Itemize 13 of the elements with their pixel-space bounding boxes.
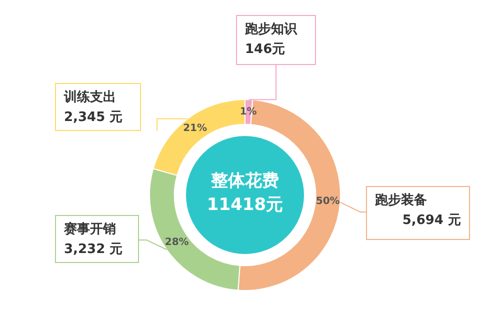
slice-label: 跑步装备 bbox=[375, 192, 428, 210]
data-label: 3,232 元 bbox=[64, 241, 124, 259]
text: 50% bbox=[316, 196, 340, 207]
slice-label: 跑步知识 bbox=[245, 21, 298, 39]
text: 整体花费 bbox=[210, 170, 280, 193]
data-label: 2,345 元 bbox=[64, 109, 124, 127]
text: 21% bbox=[183, 123, 207, 134]
data-label: 5,694 元 bbox=[401, 212, 461, 230]
slice-label: 训练支出 bbox=[64, 89, 117, 107]
text: 28% bbox=[164, 237, 189, 248]
text: 11418元 bbox=[206, 194, 284, 217]
data-label: 146元 bbox=[245, 41, 286, 59]
slice-label: 赛事开销 bbox=[64, 220, 117, 239]
